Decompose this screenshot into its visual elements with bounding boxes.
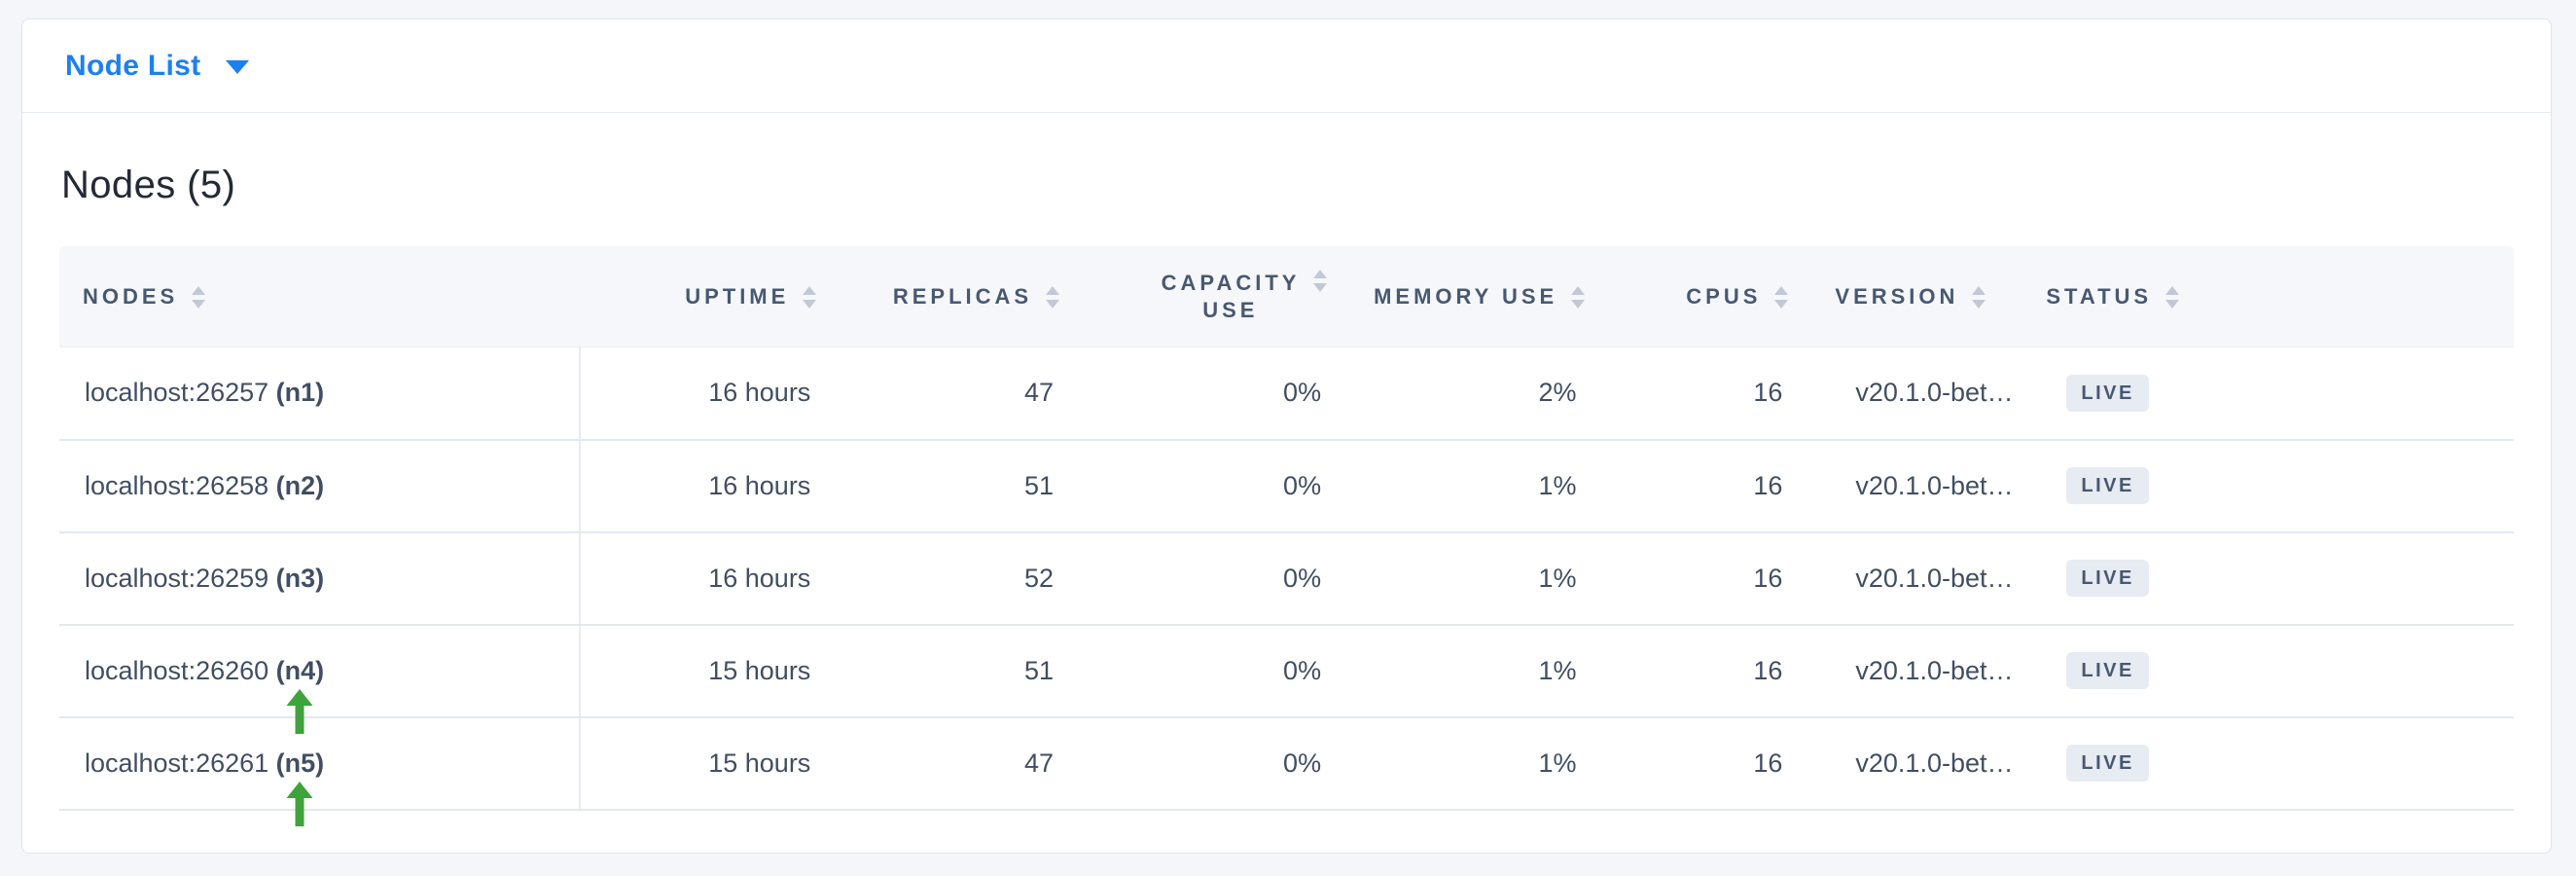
status-badge: LIVE: [2066, 652, 2149, 689]
cpus-cell: 16: [1605, 347, 1812, 441]
page-title: Nodes (5): [61, 164, 236, 206]
version-cell: v20.1.0-bet…: [1811, 624, 2023, 718]
node-name: (n1): [275, 378, 325, 408]
sort-icon: [2165, 285, 2180, 309]
sort-icon: [1571, 285, 1586, 309]
replicas-cell: 51: [840, 439, 1084, 533]
status-badge: LIVE: [2066, 560, 2149, 597]
node-address-cell: localhost:26261 (n5): [59, 716, 581, 826]
sort-icon: [1313, 270, 1328, 292]
status-badge: LIVE: [2066, 467, 2149, 504]
node-address: localhost:26259: [85, 563, 269, 593]
uptime-cell: 16 hours: [579, 347, 841, 441]
node-table: NODES UPTIME REPLICAS CAPACITY USE: [59, 246, 2514, 826]
version-cell: v20.1.0-bet…: [1811, 716, 2023, 811]
status-cell: LIVE: [2022, 531, 2514, 626]
column-header-status[interactable]: STATUS: [2022, 246, 2514, 347]
node-address-cell: localhost:26258 (n2): [59, 439, 581, 533]
version-cell: v20.1.0-bet…: [1811, 347, 2023, 441]
table-row: localhost:26259 (n3) 16 hours 52 0% 1% 1…: [59, 531, 2514, 626]
node-address-cell: localhost:26257 (n1): [59, 347, 581, 441]
column-header-cpus[interactable]: CPUS: [1605, 246, 1812, 347]
node-name: (n4): [275, 655, 325, 685]
column-header-replicas[interactable]: REPLICAS: [840, 246, 1084, 347]
view-selector-bar: Node List: [22, 19, 2551, 113]
node-address: localhost:26260: [85, 655, 269, 685]
table-header-row: NODES UPTIME REPLICAS CAPACITY USE: [59, 246, 2514, 347]
status-badge: LIVE: [2066, 745, 2149, 782]
capacity-use-cell: 0%: [1083, 347, 1351, 441]
cpus-cell: 16: [1605, 531, 1812, 626]
node-address: localhost:26261: [85, 748, 269, 778]
node-list-card: Node List Nodes (5) NODES UPTIME: [21, 18, 2552, 854]
cpus-cell: 16: [1605, 439, 1812, 533]
nodes-section: Nodes (5) NODES UPTIME RE: [22, 164, 2551, 854]
sort-icon: [1774, 285, 1789, 309]
sort-icon: [192, 285, 206, 309]
node-name: (n3): [275, 563, 325, 593]
table-row: localhost:26260 (n4) 15 hours 51 0% 1% 1…: [59, 624, 2514, 734]
node-address: localhost:26258: [85, 470, 269, 500]
uptime-cell: 16 hours: [579, 531, 841, 626]
sort-icon: [1972, 285, 1986, 309]
status-cell: LIVE: [2022, 716, 2514, 811]
capacity-use-cell: 0%: [1083, 439, 1351, 533]
node-address-cell: localhost:26260 (n4): [59, 624, 581, 734]
column-header-nodes[interactable]: NODES: [59, 246, 580, 347]
node-address-cell: localhost:26259 (n3): [59, 531, 581, 626]
replicas-cell: 47: [840, 347, 1084, 441]
uptime-cell: 15 hours: [579, 716, 841, 811]
replicas-cell: 51: [840, 624, 1084, 718]
replicas-cell: 52: [840, 531, 1084, 626]
table-row: localhost:26261 (n5) 15 hours 47 0% 1% 1…: [59, 716, 2514, 826]
column-header-version[interactable]: VERSION: [1811, 246, 2023, 347]
version-cell: v20.1.0-bet…: [1811, 531, 2023, 626]
node-list-dropdown[interactable]: Node List: [65, 49, 250, 83]
memory-use-cell: 1%: [1350, 531, 1606, 626]
memory-use-cell: 1%: [1350, 624, 1606, 718]
status-cell: LIVE: [2022, 624, 2514, 718]
memory-use-cell: 1%: [1350, 716, 1606, 811]
annotation-arrow-icon: [286, 781, 313, 826]
status-cell: LIVE: [2022, 439, 2514, 533]
status-cell: LIVE: [2022, 347, 2514, 441]
node-list-dropdown-label: Node List: [65, 49, 201, 82]
cpus-cell: 16: [1605, 624, 1812, 718]
replicas-cell: 47: [840, 716, 1084, 811]
chevron-down-icon: [226, 60, 250, 74]
node-name: (n5): [275, 748, 325, 778]
uptime-cell: 15 hours: [579, 624, 841, 718]
sort-icon: [1046, 285, 1060, 309]
table-row: localhost:26258 (n2) 16 hours 51 0% 1% 1…: [59, 439, 2514, 533]
column-header-memory-use[interactable]: MEMORY USE: [1350, 246, 1606, 347]
memory-use-cell: 1%: [1350, 439, 1606, 533]
capacity-use-cell: 0%: [1083, 624, 1351, 718]
capacity-use-cell: 0%: [1083, 531, 1351, 626]
capacity-use-cell: 0%: [1083, 716, 1351, 811]
node-name: (n2): [275, 470, 325, 500]
uptime-cell: 16 hours: [579, 439, 841, 533]
node-table-body: localhost:26257 (n1) 16 hours 47 0% 2% 1…: [59, 347, 2514, 826]
column-header-uptime[interactable]: UPTIME: [579, 246, 841, 347]
sort-icon: [803, 285, 817, 309]
node-address: localhost:26257: [85, 378, 269, 408]
table-row: localhost:26257 (n1) 16 hours 47 0% 2% 1…: [59, 347, 2514, 441]
version-cell: v20.1.0-bet…: [1811, 439, 2023, 533]
column-header-capacity-use[interactable]: CAPACITY USE: [1083, 246, 1351, 347]
memory-use-cell: 2%: [1350, 347, 1606, 441]
annotation-arrow-icon: [286, 688, 313, 734]
cpus-cell: 16: [1605, 716, 1812, 811]
status-badge: LIVE: [2066, 374, 2149, 412]
